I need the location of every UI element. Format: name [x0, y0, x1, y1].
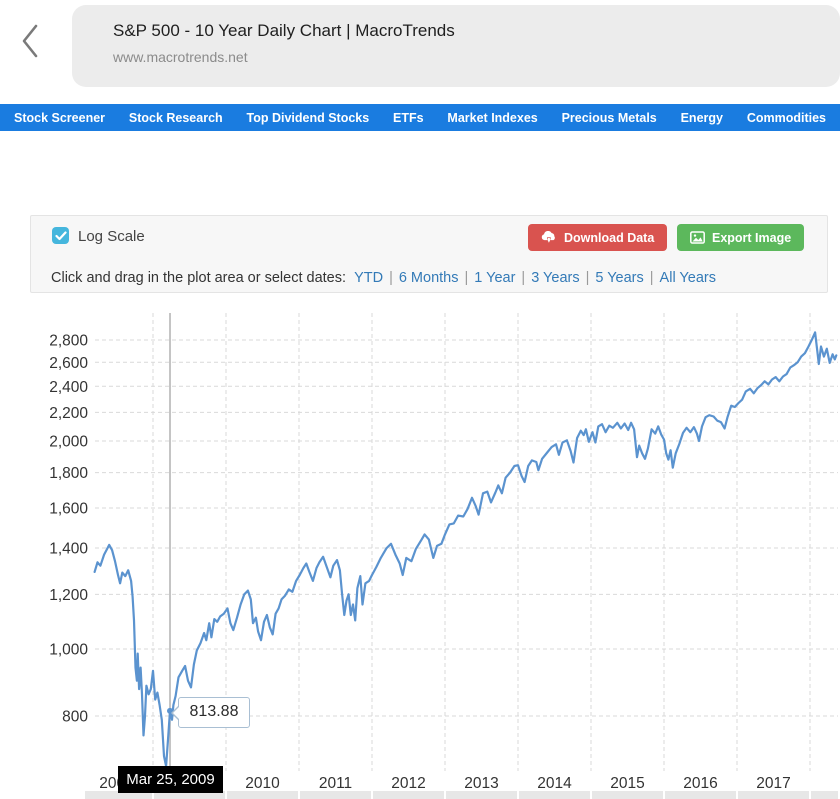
x-axis-label: 2014 — [537, 775, 572, 792]
download-cloud-icon — [541, 231, 557, 244]
nav-item-market-indexes[interactable]: Market Indexes — [447, 110, 538, 125]
log-scale-checkbox[interactable] — [52, 227, 69, 244]
x-axis-label: 2011 — [319, 775, 352, 792]
date-link-6-months[interactable]: 6 Months — [398, 270, 459, 286]
date-link-all-years[interactable]: All Years — [659, 270, 716, 286]
link-separator: | — [649, 270, 654, 286]
crosshair-value-tooltip: 813.88 — [171, 697, 250, 728]
chart-canvas: 800 1,000 1,200 1,400 1,600 1,800 2,000 2,200 2,… — [49, 313, 838, 799]
navigator-tick — [736, 791, 738, 799]
navigator-strip[interactable] — [85, 791, 838, 799]
link-separator: | — [464, 270, 469, 286]
crosshair-date-flag: Mar 25, 2009 — [118, 766, 223, 793]
download-data-label: Download Data — [564, 230, 655, 245]
date-link-3-years[interactable]: 3 Years — [531, 270, 580, 286]
navigator-tick — [663, 791, 665, 799]
nav-item-top-dividend-stocks[interactable]: Top Dividend Stocks — [246, 110, 370, 125]
y-axis-label: 1,600 — [49, 500, 88, 517]
navigator-tick — [590, 791, 592, 799]
y-axis-label: 800 — [62, 709, 88, 726]
checkmark-icon — [54, 230, 67, 241]
price-chart: 800 1,000 1,200 1,400 1,600 1,800 2,000 2,200 2,… — [0, 305, 840, 799]
date-link-ytd[interactable]: YTD — [354, 270, 384, 286]
download-data-button[interactable]: Download Data — [528, 224, 668, 251]
image-icon — [690, 231, 705, 244]
x-axis-label: 2017 — [756, 775, 790, 792]
x-axis-label: 2015 — [610, 775, 644, 792]
y-axis-label: 2,800 — [49, 333, 88, 350]
link-separator: | — [389, 270, 393, 286]
chart-controls-panel: Log Scale Download Data Export Image Cli… — [30, 215, 828, 293]
nav-item-stock-research[interactable]: Stock Research — [128, 110, 223, 125]
page-title-card[interactable]: S&P 500 - 10 Year Daily Chart | MacroTre… — [72, 5, 840, 87]
nav-item-precious-metals[interactable]: Precious Metals — [561, 110, 657, 125]
link-separator: | — [585, 270, 590, 286]
y-axis-label: 2,000 — [49, 434, 88, 451]
site-nav: Stock Screener Stock Research Top Dividend… — [0, 104, 840, 131]
nav-item-commodities[interactable]: Commodities — [746, 110, 826, 125]
export-image-button[interactable]: Export Image — [677, 224, 805, 251]
chevron-left-icon — [16, 24, 46, 64]
x-axis-label: 2012 — [391, 775, 425, 792]
navigator-tick — [298, 791, 300, 799]
nav-item-etfs[interactable]: ETFs — [393, 110, 424, 125]
log-scale-label: Log Scale — [78, 228, 145, 245]
price-line — [93, 331, 838, 768]
date-range-prompt: Click and drag in the plot area or selec… — [51, 270, 346, 286]
y-axis-label: 2,400 — [49, 379, 88, 396]
y-axis-label: 2,600 — [49, 355, 88, 372]
page-title: S&P 500 - 10 Year Daily Chart | MacroTre… — [113, 21, 455, 40]
navigator-tick — [152, 791, 154, 799]
page-url: www.macrotrends.net — [113, 49, 248, 65]
y-axis-label: 1,800 — [49, 465, 88, 482]
navigator-tick — [444, 791, 446, 799]
navigator-tick — [225, 791, 227, 799]
export-image-label: Export Image — [712, 230, 792, 245]
y-axis-label: 1,000 — [49, 642, 88, 659]
date-range-row: Click and drag in the plot area or selec… — [51, 270, 716, 286]
date-link-5-years[interactable]: 5 Years — [595, 270, 644, 286]
x-axis-label: 2013 — [464, 775, 498, 792]
date-link-1-year[interactable]: 1 Year — [474, 270, 516, 286]
link-separator: | — [521, 270, 526, 286]
nav-item-stock-screener[interactable]: Stock Screener — [14, 110, 106, 125]
back-button[interactable] — [16, 22, 46, 60]
x-axis-label: 2010 — [245, 775, 280, 792]
y-axis-label: 1,400 — [49, 541, 88, 558]
navigator-tick — [809, 791, 811, 799]
y-axis-label: 1,200 — [49, 587, 88, 604]
x-axis-label: 2016 — [683, 775, 717, 792]
date-range-links: YTD | 6 Months | 1 Year | 3 Years | 5 Years | All … — [350, 270, 716, 286]
y-axis-label: 2,200 — [49, 405, 88, 422]
navigator-tick — [517, 791, 519, 799]
navigator-tick — [371, 791, 373, 799]
nav-item-energy[interactable]: Energy — [680, 110, 723, 125]
